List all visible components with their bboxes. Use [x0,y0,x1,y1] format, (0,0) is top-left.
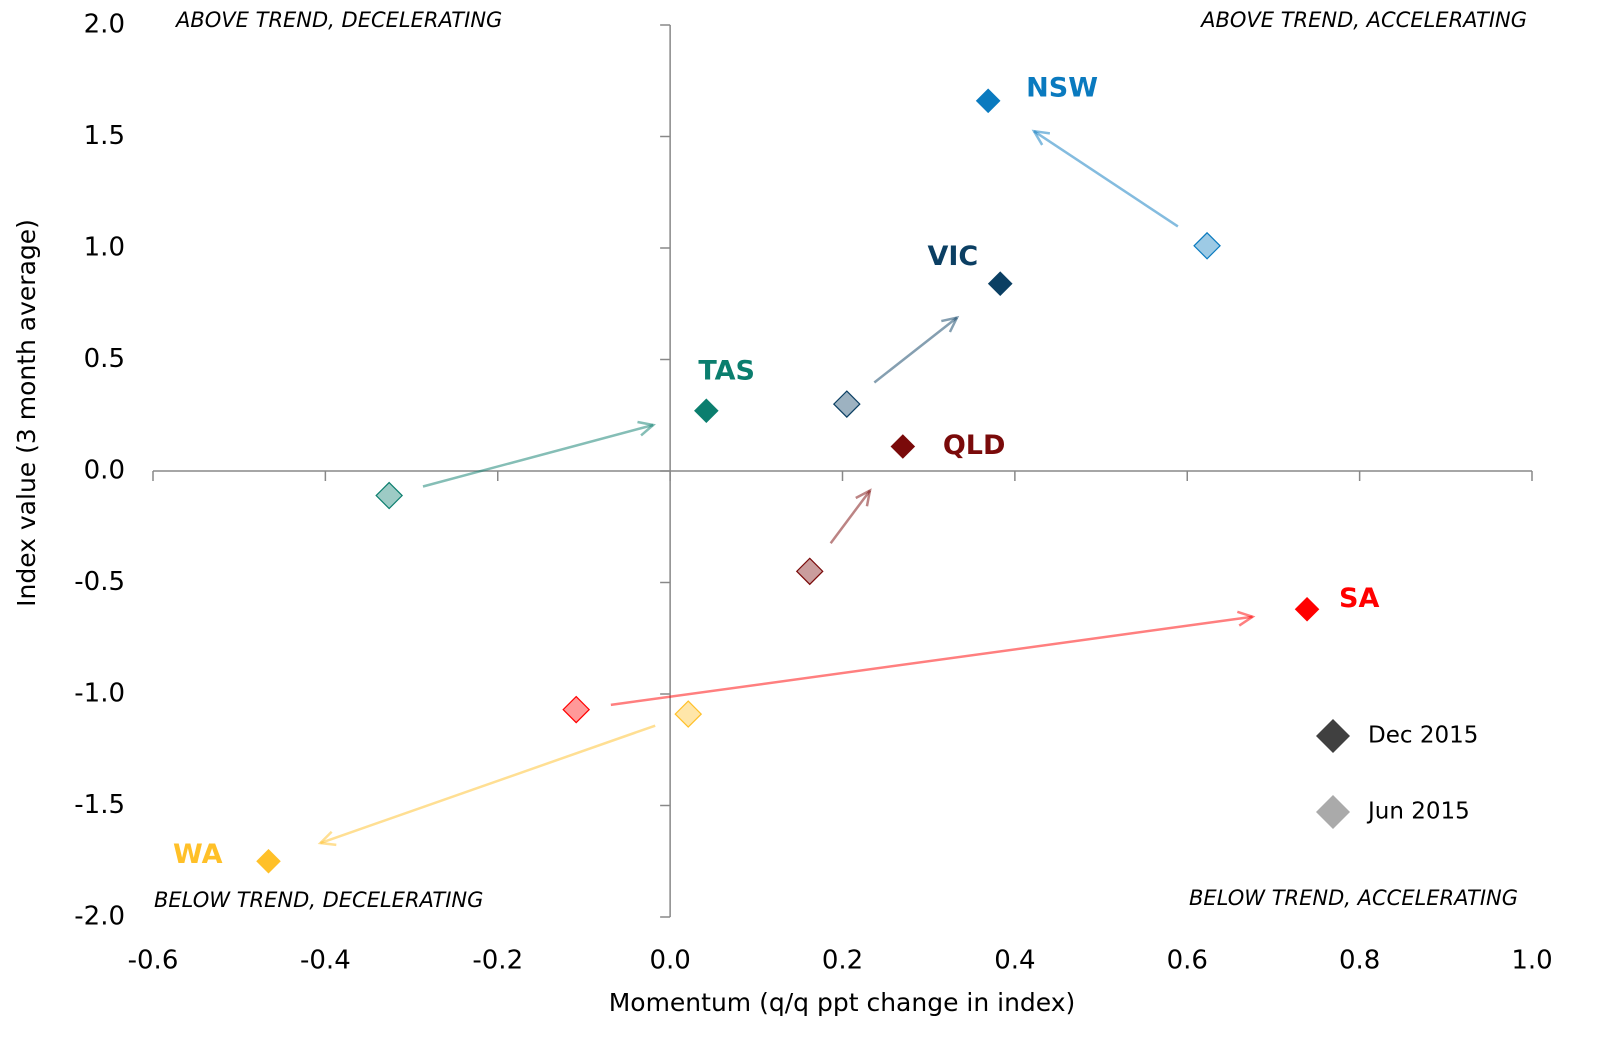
state-label: SA [1339,583,1379,614]
arrow-part [319,724,656,845]
arrow-part [1033,130,1179,228]
x-axis-title: Momentum (q/q ppt change in index) [609,988,1076,1017]
x-tick-label: 0.8 [1339,946,1380,976]
arrow-part [1031,129,1051,146]
legend-label: Dec 2015 [1368,723,1478,749]
arrow-part [873,316,958,384]
state-label: WA [173,839,223,870]
x-tick-label: 1.0 [1511,946,1552,976]
arrow-part [422,423,654,488]
point-jun [674,700,703,728]
point-jun [832,390,861,418]
y-tick-label: -1.0 [74,679,125,709]
x-tick-label: 0.6 [1167,946,1208,976]
state-label: TAS [698,355,755,386]
arrow [317,724,656,847]
x-tick-label: 0.2 [822,946,863,976]
arrow [610,610,1256,707]
arrow-part [941,315,960,333]
arrow [1031,129,1179,228]
y-tick-label: 0.5 [84,344,125,374]
arrow [873,315,960,384]
point-dec [986,269,1014,298]
point-jun [562,695,591,724]
state-label: QLD [943,430,1006,461]
y-tick-label: -0.5 [74,567,125,597]
point-jun [375,481,404,510]
point-jun [1193,231,1221,260]
arrow-part [610,615,1253,707]
point-dec [1293,595,1321,623]
point-dec [692,397,721,425]
quadrant-label: ABOVE TREND, ACCELERATING [1199,8,1527,32]
quadrant-label: BELOW TREND, ACCELERATING [1189,886,1518,910]
y-axis-title: Index value (3 month average) [12,219,41,607]
x-tick-label: -0.2 [472,946,523,976]
point-jun [795,557,824,586]
legend-label: Jun 2015 [1366,799,1470,825]
y-tick-label: -1.5 [74,790,125,820]
y-tick-label: 2.0 [84,10,125,40]
state-label: NSW [1026,72,1098,103]
point-dec [254,847,283,875]
arrow-part [829,489,871,545]
arrow-part [637,420,656,437]
legend-marker [1316,795,1350,829]
x-tick-label: -0.4 [300,946,351,976]
legend-marker [1316,719,1350,753]
y-tick-label: 0.0 [84,456,125,486]
arrow-part [1236,610,1256,627]
point-dec [889,432,917,461]
quadrant-label: BELOW TREND, DECELERATING [154,888,483,912]
arrow-part [855,488,872,507]
y-tick-label: -2.0 [74,902,125,932]
y-tick-label: 1.5 [84,121,125,151]
y-tick-label: 1.0 [84,233,125,263]
x-tick-label: 0.4 [994,946,1035,976]
quadrant-label: ABOVE TREND, DECELERATING [174,8,502,32]
state-label: VIC [927,241,978,272]
arrow [422,420,656,488]
x-tick-label: -0.6 [128,946,179,976]
x-tick-label: 0.0 [649,946,690,976]
point-dec [974,87,1002,115]
arrow [829,488,872,545]
arrow-part [317,830,337,847]
